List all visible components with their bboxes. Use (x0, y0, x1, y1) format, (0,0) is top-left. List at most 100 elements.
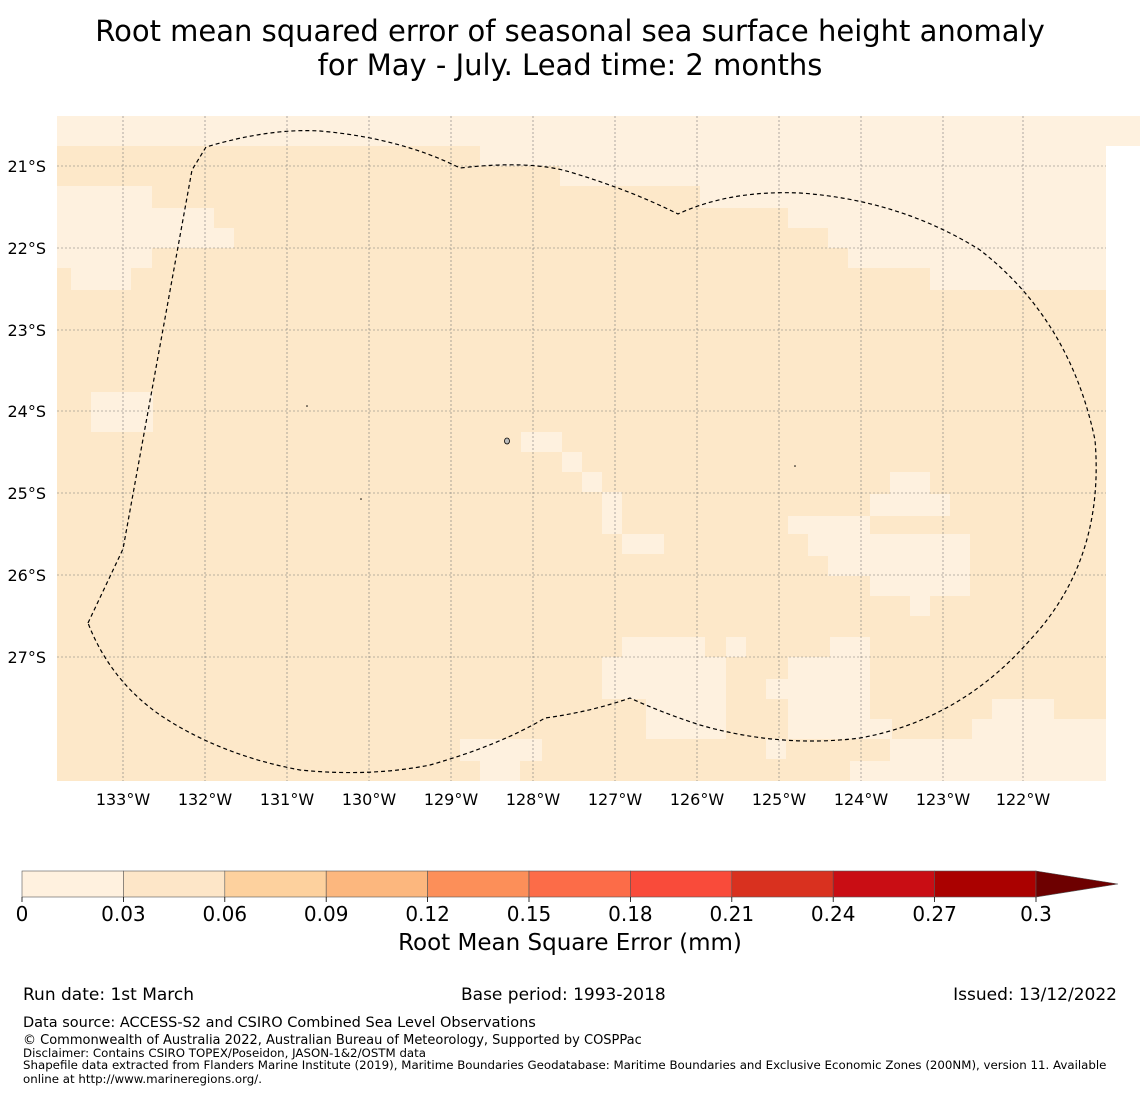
low-error-cell (582, 472, 602, 492)
low-error-cell (602, 657, 726, 699)
longitude-tick-label: 122°W (996, 790, 1051, 809)
latitude-tick-label: 21°S (7, 157, 46, 176)
colorbar-tick-label: 0.3 (1020, 902, 1052, 926)
low-error-cell (910, 596, 930, 616)
low-error-cell (788, 657, 870, 739)
colorbar-tick-label: 0.03 (101, 902, 146, 926)
island-small-2 (360, 498, 362, 500)
low-error-cell (255, 116, 1140, 146)
longitude-tick-label: 132°W (178, 790, 233, 809)
disclaimer: Disclaimer: Contains CSIRO TOPEX/Poseido… (23, 1046, 427, 1060)
issued-date: Issued: 13/12/2022 (953, 985, 1117, 1005)
low-error-cells (57, 116, 1140, 781)
colorbar-tick-label: 0.06 (203, 902, 248, 926)
longitude-tick-label: 133°W (96, 790, 151, 809)
low-error-cell (870, 576, 970, 596)
latitude-tick-label: 26°S (7, 566, 46, 585)
colorbar-tick-label: 0.12 (405, 902, 450, 926)
colorbar-segment (630, 870, 733, 898)
low-error-cell (57, 248, 69, 268)
colorbar-segment (832, 870, 935, 898)
low-error-cell (57, 186, 152, 268)
colorbar-segment (427, 870, 530, 898)
low-error-cell (870, 719, 892, 739)
title-line-2: for May - July. Lead time: 2 months (317, 48, 823, 82)
longitude-labels: 133°W 132°W 131°W 130°W 129°W 128°W 127°W 126°W… (96, 790, 1051, 809)
data-source: Data source: ACCESS-S2 and CSIRO Combine… (23, 1015, 536, 1031)
low-error-cell (214, 228, 234, 248)
low-error-cell (930, 268, 1106, 290)
colorbar-segment (224, 870, 327, 898)
low-error-cell (828, 556, 970, 576)
low-error-cell (828, 228, 1106, 248)
low-error-cell (622, 534, 664, 554)
low-error-cell (890, 739, 1106, 781)
longitude-tick-label: 126°W (670, 790, 725, 809)
colorbar: 0 0.03 0.06 0.09 0.12 0.15 0.18 0.21 0.24 0.27 0.3 (16, 870, 1119, 926)
graticule (57, 116, 1106, 781)
longitude-tick-label: 129°W (424, 790, 479, 809)
colorbar-segment (325, 870, 428, 898)
low-error-cell (1094, 739, 1106, 761)
low-error-cell (788, 516, 870, 534)
low-error-cell (71, 268, 131, 290)
colorbar-tick-label: 0.24 (811, 902, 856, 926)
longitude-tick-label: 128°W (506, 790, 561, 809)
longitude-tick-label: 131°W (260, 790, 315, 809)
low-error-cell (726, 637, 746, 657)
low-error-cell (788, 208, 1106, 228)
longitude-tick-label: 127°W (588, 790, 643, 809)
low-error-cell (460, 739, 542, 761)
map-panel: 133°W 132°W 131°W 130°W 129°W 128°W 127°W 126°W… (7, 116, 1140, 809)
colorbar-segment (123, 870, 226, 898)
colorbar-segment (528, 870, 631, 898)
colorbar-extend-arrow (1035, 870, 1119, 898)
latitude-labels: 21°S 22°S 23°S 24°S 25°S 26°S 27°S (7, 157, 46, 667)
low-error-cell (622, 637, 705, 657)
low-error-cell (766, 739, 786, 759)
low-error-cell (890, 472, 930, 494)
low-error-cell (562, 452, 582, 472)
low-error-cell (870, 494, 950, 516)
low-error-cell (602, 492, 622, 534)
low-error-cell (848, 248, 1106, 268)
longitude-tick-label: 125°W (752, 790, 807, 809)
longitude-tick-label: 124°W (834, 790, 889, 809)
low-error-cell (152, 208, 214, 248)
low-error-cell (480, 146, 1106, 166)
longitude-tick-label: 123°W (916, 790, 971, 809)
island-pitcairn (504, 437, 510, 445)
low-error-cell (830, 637, 870, 657)
colorbar-tick-label: 0.21 (710, 902, 755, 926)
low-error-cell (700, 186, 1106, 208)
colorbar-segment (21, 870, 124, 898)
island-small-1 (306, 405, 308, 407)
low-error-cell (808, 534, 970, 556)
low-error-cell (972, 719, 1106, 739)
low-error-cell (850, 761, 890, 781)
islands (306, 405, 796, 500)
low-error-cell (91, 392, 153, 432)
shapefile-credit: Shapefile data extracted from Flanders M… (23, 1058, 1107, 1086)
run-date: Run date: 1st March (23, 985, 195, 1005)
colorbar-tick-label: 0 (16, 902, 29, 926)
latitude-tick-label: 25°S (7, 484, 46, 503)
latitude-tick-label: 22°S (7, 239, 46, 258)
low-error-cell (57, 116, 257, 138)
colorbar-tick-label: 0.15 (507, 902, 552, 926)
colorbar-title: Root Mean Square Error (mm) (398, 930, 742, 956)
copyright: © Commonwealth of Australia 2022, Austra… (23, 1033, 642, 1048)
longitude-tick-label: 130°W (342, 790, 397, 809)
colorbar-tick-label: 0.09 (304, 902, 349, 926)
low-error-cell (521, 432, 562, 452)
title-line-1: Root mean squared error of seasonal sea … (95, 14, 1045, 48)
latitude-tick-label: 24°S (7, 402, 46, 421)
low-error-cell (480, 761, 520, 781)
map-title: Root mean squared error of seasonal sea … (0, 14, 1140, 82)
colorbar-tick-label: 0.18 (608, 902, 653, 926)
low-error-cell (766, 679, 788, 699)
colorbar-segment (731, 870, 834, 898)
latitude-tick-label: 23°S (7, 321, 46, 340)
colorbar-tick-label: 0.27 (912, 902, 957, 926)
